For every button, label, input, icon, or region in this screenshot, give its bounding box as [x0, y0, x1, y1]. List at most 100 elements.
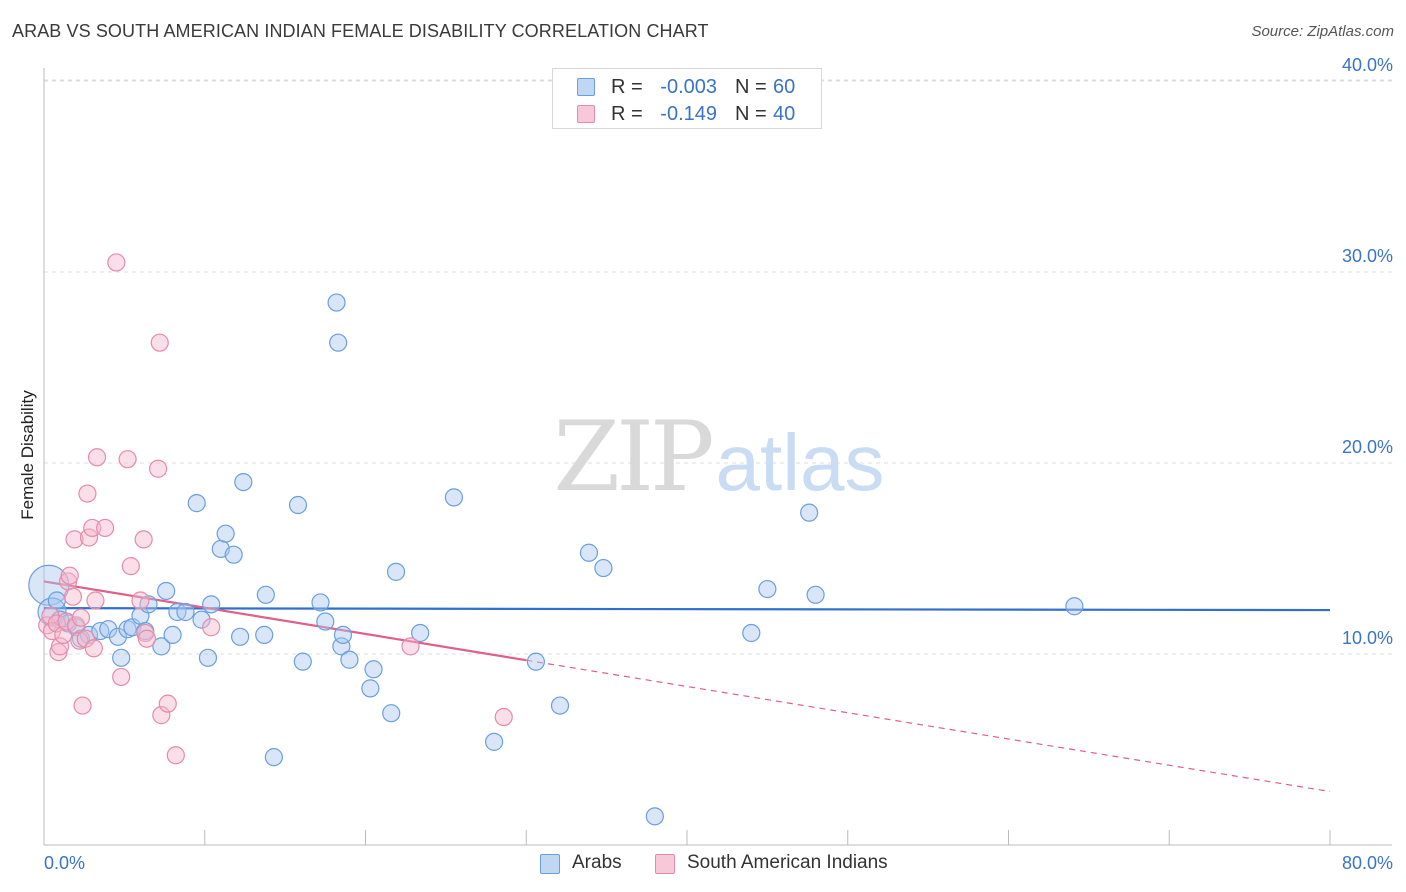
n-label: N =: [735, 103, 767, 125]
arab-point: [28, 564, 70, 606]
legend-row-south-american-indians: R = -0.149 N = 40: [553, 101, 821, 127]
arab-point: [187, 494, 206, 513]
arab-point: [108, 627, 128, 646]
arab-point: [444, 488, 464, 507]
sai-legend-label: South American Indians: [687, 852, 888, 873]
trend-line-dashed-sai: [526, 659, 1331, 793]
arab-point: [231, 627, 250, 646]
tick-labels: 10.0% 20.0% 30.0% 40.0% 0.0% 80.0%: [44, 55, 1393, 873]
sai-point: [78, 484, 97, 503]
arab-point: [176, 602, 195, 622]
arab-point: [742, 623, 761, 643]
arab-point: [311, 593, 330, 612]
sai-point: [73, 696, 92, 715]
r-value: -0.149: [660, 103, 717, 125]
r-label: R =: [611, 76, 643, 98]
correlation-legend: R = -0.003 N = 60 R = -0.149 N = 40: [552, 68, 822, 129]
arab-point: [333, 625, 353, 645]
arab-point: [332, 637, 351, 656]
sai-point: [149, 459, 168, 478]
arab-point: [340, 650, 359, 669]
arab-point: [192, 610, 211, 629]
sai-point: [158, 694, 177, 713]
sai-point: [65, 530, 84, 549]
arab-point: [255, 625, 274, 645]
arab-point: [99, 620, 118, 639]
trend-lines: [43, 580, 1331, 793]
sai-point: [202, 618, 221, 637]
x-tick-label: 0.0%: [44, 853, 85, 873]
sai-point: [54, 625, 73, 645]
arab-point: [386, 562, 406, 581]
arab-point: [758, 579, 777, 599]
arab-point: [329, 333, 348, 352]
arabs-legend-swatch: [540, 854, 560, 874]
arab-point: [264, 748, 283, 767]
chart-title: ARAB VS SOUTH AMERICAN INDIAN FEMALE DIS…: [12, 21, 709, 41]
arab-point: [550, 696, 570, 715]
sai-legend-swatch: [655, 854, 675, 874]
r-label: R =: [611, 103, 643, 125]
arab-point: [163, 625, 182, 645]
axes: [43, 68, 1392, 846]
sai-swatch: [577, 105, 595, 123]
arab-point: [47, 591, 66, 610]
y-tick-label: 30.0%: [1342, 246, 1393, 266]
legend-item-arabs: Arabs: [540, 852, 640, 876]
arab-point: [594, 558, 613, 578]
source-label: Source: ZipAtlas.com: [1251, 23, 1394, 40]
arab-point: [526, 652, 545, 671]
arab-point: [157, 581, 176, 601]
arab-point: [293, 652, 312, 671]
n-value: 60: [773, 76, 796, 98]
sai-point: [87, 448, 107, 467]
sai-point: [84, 639, 103, 658]
data-points: [28, 253, 1084, 826]
sai-point: [121, 557, 140, 576]
n-label: N =: [735, 76, 767, 98]
sai-point: [494, 707, 513, 727]
sai-point: [152, 706, 171, 725]
arab-point: [485, 732, 504, 751]
r-value: -0.003: [660, 76, 717, 98]
sai-point: [57, 612, 76, 631]
gridlines: [44, 79, 1392, 655]
sai-point: [112, 667, 131, 687]
y-tick-label: 10.0%: [1342, 628, 1393, 648]
n-value: 40: [773, 103, 796, 125]
arab-point: [288, 495, 308, 515]
arab-point: [411, 623, 430, 643]
arab-point: [224, 545, 243, 564]
arab-point: [216, 524, 235, 543]
arab-point: [361, 679, 380, 698]
sai-point: [137, 629, 156, 648]
arab-point: [806, 585, 825, 604]
sai-point: [107, 253, 126, 272]
arab-point: [256, 585, 275, 604]
y-tick-label: 20.0%: [1342, 437, 1393, 457]
sai-point: [131, 591, 150, 610]
arab-point: [198, 648, 218, 667]
y-axis-title: Female Disability: [18, 390, 37, 520]
trend-line-sai: [43, 580, 527, 662]
arabs-legend-label: Arabs: [572, 852, 622, 873]
sai-point: [86, 591, 105, 610]
trend-line-arabs: [43, 607, 1331, 612]
x-tick-label: 80.0%: [1342, 853, 1393, 873]
legend-row-arabs: R = -0.003 N = 60: [553, 74, 821, 100]
sai-point: [41, 606, 60, 625]
arab-point: [364, 660, 383, 679]
arab-point: [152, 637, 171, 656]
sai-point: [134, 530, 153, 549]
sai-point: [150, 333, 169, 352]
sai-point: [60, 566, 79, 585]
arab-point: [202, 595, 221, 614]
sai-point: [118, 450, 137, 469]
arab-point: [112, 648, 131, 667]
arab-point: [800, 503, 819, 522]
sai-point: [79, 528, 99, 547]
sai-point: [95, 518, 115, 538]
sai-point: [63, 587, 83, 606]
sai-point: [166, 746, 185, 765]
